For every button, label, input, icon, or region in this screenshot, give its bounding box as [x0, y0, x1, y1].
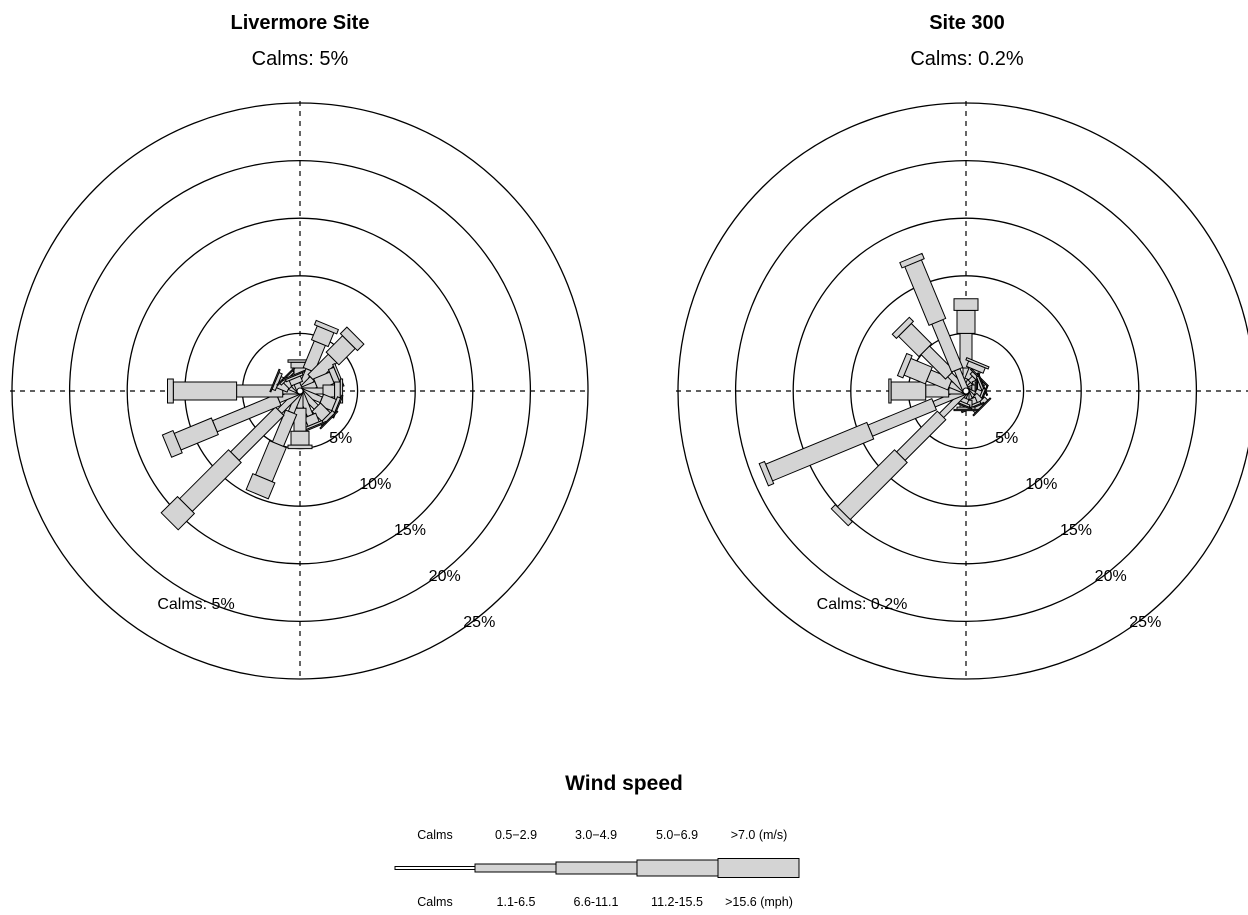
calms-label: Calms: 0.2%	[817, 596, 908, 613]
legend-segment	[637, 860, 718, 876]
petal-segment	[957, 310, 975, 333]
petal-segment	[180, 450, 242, 512]
petal-segment	[954, 299, 978, 311]
legend-mph-label: 1.1-6.5	[471, 895, 561, 909]
ring-label: 20%	[429, 568, 461, 585]
ring-label: 10%	[1025, 476, 1057, 493]
ring-label: 15%	[394, 522, 426, 539]
petal-segment	[954, 409, 978, 410]
legend-mph-label: 6.6-11.1	[551, 895, 641, 909]
petal-segment	[891, 382, 926, 400]
legend-ms-label: 5.0−6.9	[632, 828, 722, 842]
panel-title-livermore: Livermore Site	[100, 12, 500, 35]
petal-segment	[256, 441, 287, 482]
ring-label: 20%	[1095, 568, 1127, 585]
petal-segment	[291, 431, 309, 445]
calms-center	[297, 388, 303, 394]
legend-mph-label: Calms	[390, 895, 480, 909]
panel-subtitle-site300: Calms: 0.2%	[767, 48, 1167, 71]
legend-ms-label: 0.5−2.9	[471, 828, 561, 842]
legend-ms-label: 3.0−4.9	[551, 828, 641, 842]
panel-subtitle-livermore: Calms: 5%	[100, 48, 500, 71]
panel-title-site300: Site 300	[767, 12, 1167, 35]
wind-speed-legend-bar	[395, 859, 799, 878]
legend-segment	[475, 864, 556, 872]
calms-label: Calms: 5%	[157, 596, 234, 613]
petal-segment	[766, 422, 874, 481]
petal-segment	[837, 450, 907, 520]
ring-label: 15%	[1060, 522, 1092, 539]
legend-mph-label: >15.6 (mph)	[714, 895, 804, 909]
legend-segment	[556, 862, 637, 874]
petal-segment	[294, 408, 306, 431]
petal-segment	[173, 382, 236, 400]
ring-label: 5%	[995, 430, 1018, 447]
legend-segment	[718, 859, 799, 878]
ring-label: 5%	[329, 430, 352, 447]
calms-center	[963, 388, 969, 394]
petal-segment	[174, 418, 218, 450]
petal-segment	[905, 260, 946, 326]
wind-rose-site300: 5% 10% 15% 20% 25% Calms: 0.2%	[676, 101, 1248, 681]
legend-ms-label: Calms	[390, 828, 480, 842]
petal-segment	[288, 445, 312, 449]
petal-segment	[889, 379, 891, 403]
ring-label: 25%	[1129, 614, 1161, 631]
petal-segment	[168, 379, 174, 403]
legend-segment	[395, 867, 475, 870]
ring-label: 25%	[463, 614, 495, 631]
ring-label: 10%	[359, 476, 391, 493]
legend-ms-label: >7.0 (m/s)	[714, 828, 804, 842]
wind-rose-livermore: 5% 10% 15% 20% 25% Calms: 5%	[10, 101, 590, 681]
legend-title: Wind speed	[424, 772, 824, 796]
legend-mph-label: 11.2-15.5	[632, 895, 722, 909]
